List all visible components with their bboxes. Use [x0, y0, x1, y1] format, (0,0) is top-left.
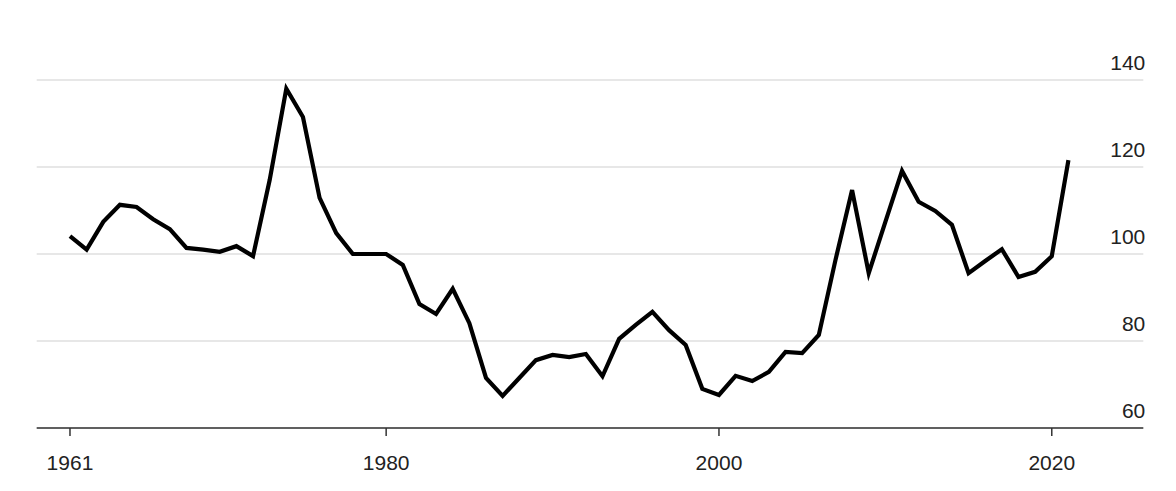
- grid-line: [37, 427, 1144, 428]
- plot-area: [70, 89, 1068, 396]
- x-tick: [69, 428, 71, 436]
- y-tick-label: 60: [1122, 399, 1145, 422]
- grid-line: [37, 340, 1144, 341]
- grid-line: [37, 166, 1144, 167]
- x-tick-label: 2000: [696, 451, 743, 474]
- x-tick: [385, 428, 387, 436]
- chart-svg: 60 80 100 120 140 1961 1980 2000 2020: [0, 0, 1176, 491]
- grid-line: [37, 79, 1144, 80]
- x-tick-label: 2020: [1028, 451, 1075, 474]
- x-tick-label: 1961: [47, 451, 94, 474]
- y-tick-label: 140: [1110, 51, 1145, 74]
- y-tick-label: 120: [1110, 138, 1145, 161]
- x-tick: [1051, 428, 1053, 436]
- chart-container: 60 80 100 120 140 1961 1980 2000 2020: [0, 0, 1176, 491]
- grid-line: [37, 253, 1144, 254]
- y-tick-label: 80: [1122, 312, 1145, 335]
- data-line: [70, 89, 1068, 396]
- x-axis-line: [37, 427, 1144, 429]
- x-tick-label: 1980: [363, 451, 410, 474]
- x-tick: [718, 428, 720, 436]
- y-tick-label: 100: [1110, 225, 1145, 248]
